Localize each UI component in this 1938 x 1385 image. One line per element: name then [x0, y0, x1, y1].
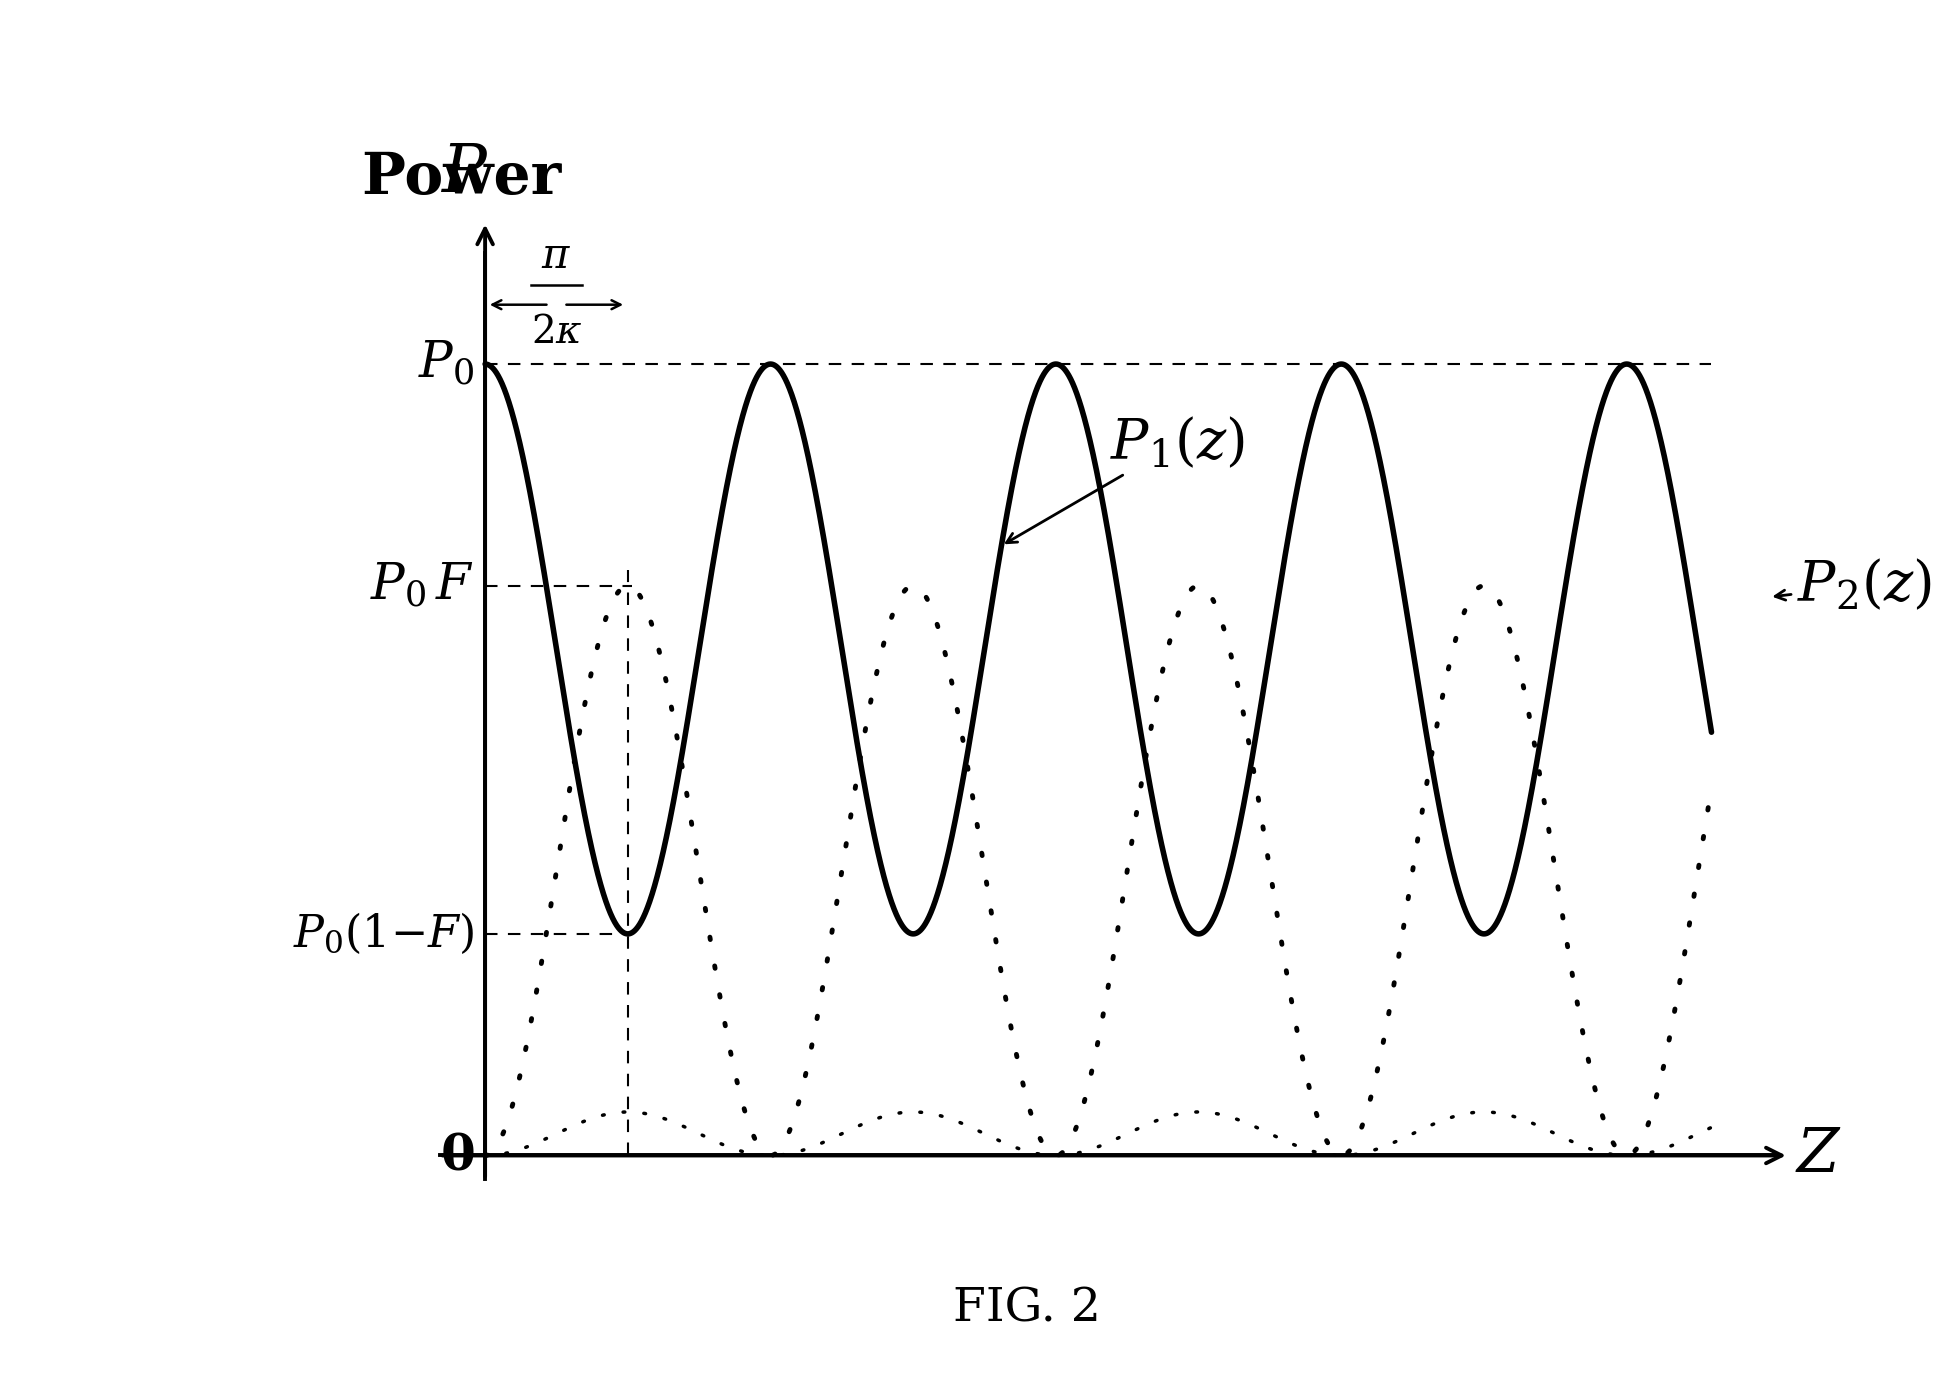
Text: $\mathit{P}_0\,\mathit{F}$: $\mathit{P}_0\,\mathit{F}$ [370, 561, 475, 611]
Text: $\mathit{Z}$: $\mathit{Z}$ [1795, 1126, 1841, 1186]
Text: $\mathbf{0}$: $\mathbf{0}$ [440, 1130, 475, 1180]
Text: $2\kappa$: $2\kappa$ [531, 313, 581, 350]
Text: Power: Power [362, 150, 581, 206]
Text: $\mathit{P}_2(z)$: $\mathit{P}_2(z)$ [1775, 558, 1930, 614]
Text: $\mathit{P}_0(1{-}\mathit{F})$: $\mathit{P}_0(1{-}\mathit{F})$ [293, 911, 475, 957]
Text: $\pi$: $\pi$ [541, 235, 572, 277]
Text: $\mathit{P}_1(z)$: $\mathit{P}_1(z)$ [1006, 416, 1244, 543]
Text: FIG. 2: FIG. 2 [953, 1287, 1101, 1331]
Text: $\mathit{P}_0$: $\mathit{P}_0$ [419, 339, 475, 389]
Text: $\mathit{P}$: $\mathit{P}$ [440, 141, 488, 206]
